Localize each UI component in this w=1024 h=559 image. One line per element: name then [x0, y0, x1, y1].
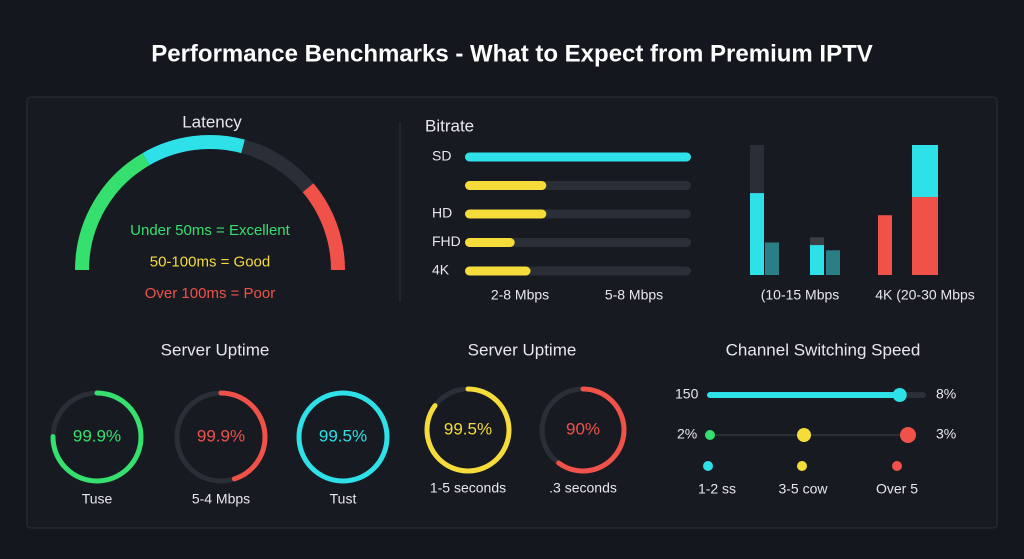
title: Performance Benchmarks - What to Expect … [151, 40, 873, 67]
option-dot [703, 461, 713, 471]
gauge-segment [241, 139, 314, 193]
ring-value: 90% [566, 419, 600, 438]
option-dot [892, 461, 902, 471]
bar-track [465, 238, 691, 247]
bar [465, 152, 691, 162]
row-label: 3% [936, 426, 956, 442]
ring-label: .3 seconds [549, 480, 617, 496]
ring-value: 99.9% [197, 426, 245, 445]
bar [465, 181, 547, 190]
channel-title: Channel Switching Speed [726, 340, 921, 359]
slider-fill [707, 392, 900, 398]
axis-label: 4K (20-30 Mbps [875, 287, 975, 303]
axis-label: (10-15 Mbps [761, 287, 840, 303]
row-label: SD [432, 148, 451, 164]
slider-knob [892, 388, 907, 402]
column [810, 245, 824, 275]
option-dot [797, 461, 807, 471]
ring-label: 1-5 seconds [430, 480, 506, 496]
bar [465, 266, 531, 276]
uptime-title: Server Uptime [468, 340, 577, 359]
ring [296, 390, 390, 484]
gauge-segment [302, 183, 345, 271]
ring-value: 99.9% [73, 426, 121, 445]
gauge-segment [75, 153, 150, 271]
slider-label: 150 [675, 386, 699, 402]
column [912, 145, 938, 197]
uptime-title: Server Uptime [161, 340, 270, 359]
row-dot [705, 430, 715, 440]
row-label: HD [432, 205, 452, 221]
legend-label: Over 100ms = Poor [145, 285, 275, 302]
latency-title: Latency [182, 112, 242, 131]
ring-value: 99.5% [319, 426, 367, 445]
ring [50, 390, 144, 484]
legend-label: Under 50ms = Excellent [130, 222, 290, 239]
option-label: 1-2 ss [698, 481, 736, 497]
column [826, 250, 840, 275]
panel [26, 96, 998, 529]
column [765, 242, 779, 275]
column [878, 215, 892, 275]
column [750, 193, 764, 275]
bar [465, 209, 547, 219]
option-label: 3-5 cow [778, 481, 828, 497]
bitrate-title: Bitrate [425, 116, 474, 135]
legend-label: 50-100ms = Good [150, 253, 271, 270]
ring [424, 386, 512, 474]
gauge-segment [142, 135, 245, 166]
slider-label: 8% [936, 386, 956, 402]
ring-label: Tuse [82, 491, 113, 507]
axis-label: 5-8 Mbps [605, 287, 663, 303]
ring-label: 5-4 Mbps [192, 491, 250, 507]
row-label: 4K [432, 262, 450, 278]
ring-label: Tust [330, 491, 357, 507]
column [912, 197, 938, 275]
row-dot [900, 427, 916, 443]
axis-label: 2-8 Mbps [491, 287, 549, 303]
ring [174, 390, 268, 484]
ring-value: 99.5% [444, 419, 492, 438]
ring [539, 386, 627, 474]
row-label: 2% [677, 426, 697, 442]
row-dot [797, 428, 811, 442]
option-label: Over 5 [876, 481, 918, 497]
bar [465, 238, 515, 247]
row-label: FHD [432, 233, 461, 249]
